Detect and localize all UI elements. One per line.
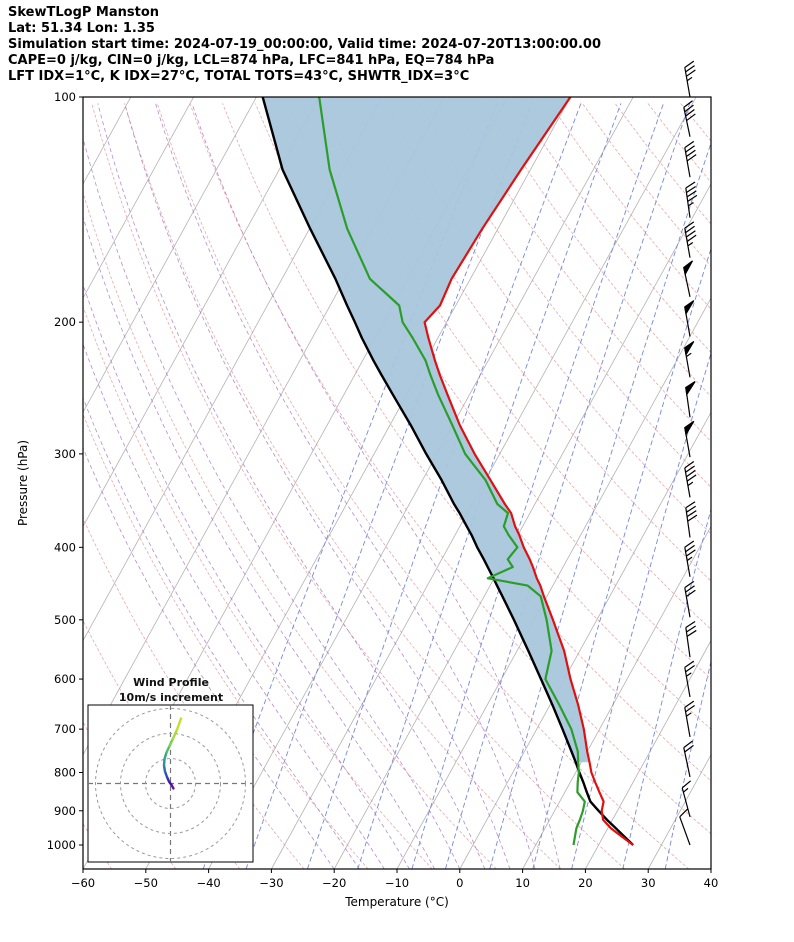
wind-barb	[684, 140, 697, 178]
wind-barb	[684, 540, 696, 577]
x-tick-label: 30	[641, 876, 656, 890]
wind-barb	[684, 420, 695, 458]
moist-adiabat-lines	[83, 103, 561, 869]
y-tick-label: 800	[54, 766, 76, 780]
wind-barbs	[679, 60, 698, 846]
hodograph-subtitle: 10m/s increment	[119, 691, 223, 704]
wind-barb	[684, 60, 696, 98]
y-tick-label: 900	[54, 804, 76, 818]
dewpoint-curve	[318, 97, 586, 846]
hodograph-trace-segment	[171, 728, 179, 740]
chart-title: SkewTLogP Manston	[8, 5, 159, 20]
y-tick-label: 1000	[47, 838, 76, 852]
hodograph-ring	[120, 733, 221, 834]
header-block: SkewTLogP Manston Lat: 51.34 Lon: 1.35 S…	[8, 5, 601, 84]
wind-barb	[681, 780, 692, 818]
wind-barb	[683, 100, 696, 137]
wind-barb	[684, 300, 695, 337]
wind-barb	[684, 700, 695, 738]
wind-barb	[685, 181, 698, 218]
wind-barb	[685, 501, 698, 538]
x-tick-label: 0	[456, 876, 463, 890]
x-tick-label: −20	[322, 876, 346, 890]
wind-barb	[685, 380, 696, 418]
x-tick-label: −50	[134, 876, 158, 890]
wind-barb	[684, 580, 696, 618]
hodograph-ring	[95, 708, 246, 859]
hodograph-title: Wind Profile	[133, 676, 209, 689]
x-tick-label: −30	[259, 876, 283, 890]
y-tick-label: 300	[54, 447, 76, 461]
wind-barb	[683, 260, 694, 297]
y-tick-label: 600	[54, 672, 76, 686]
chart-indices-line1: CAPE=0 j/kg, CIN=0 j/kg, LCL=874 hPa, LF…	[8, 53, 494, 68]
x-tick-label: −40	[196, 876, 220, 890]
chart-times: Simulation start time: 2024-07-19_00:00:…	[8, 37, 601, 52]
hodograph-trace-segment	[168, 737, 175, 748]
background-lines	[83, 97, 711, 869]
y-tick-label: 700	[54, 722, 76, 736]
wind-barb	[684, 221, 697, 258]
mixing-ratio-lines	[202, 103, 711, 869]
chart-latlon: Lat: 51.34 Lon: 1.35	[8, 21, 155, 36]
y-tick-label: 400	[54, 540, 76, 554]
hodograph-ring	[145, 758, 196, 809]
y-tick-label: 200	[54, 315, 76, 329]
y-tick-label: 500	[54, 613, 76, 627]
hodograph-trace-segment	[175, 717, 183, 731]
wind-barb	[685, 621, 697, 658]
y-axis-label: Pressure (hPa)	[16, 440, 30, 526]
negative-area-shading	[262, 97, 590, 763]
parcel-curve	[261, 97, 634, 846]
wind-barb	[684, 660, 695, 698]
hodograph-inset: Wind Profile 10m/s increment	[87, 676, 254, 863]
x-tick-label: −60	[71, 876, 95, 890]
x-tick-label: 20	[578, 876, 593, 890]
x-tick-label: 10	[515, 876, 530, 890]
x-tick-label: 40	[704, 876, 719, 890]
sounding-profiles	[261, 97, 634, 846]
x-axis-label: Temperature (°C)	[344, 895, 449, 909]
x-tick-label: −10	[385, 876, 409, 890]
temperature-curve	[423, 97, 634, 846]
y-tick-label: 100	[54, 90, 76, 104]
chart-indices-line2: LFT IDX=1°C, K IDX=27°C, TOTAL TOTS=43°C…	[8, 69, 469, 84]
wind-barb	[679, 808, 691, 846]
wind-barb	[683, 740, 694, 778]
wind-barb	[684, 341, 695, 378]
wind-barb	[684, 461, 697, 498]
